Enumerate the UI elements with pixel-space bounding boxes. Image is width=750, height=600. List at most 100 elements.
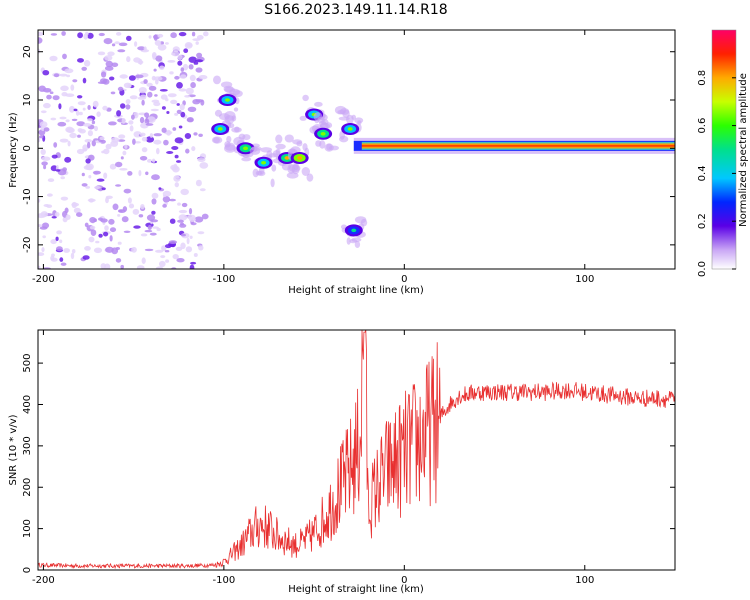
noise-dot (93, 247, 103, 254)
colorbar-tick-label: 0.0 (697, 261, 708, 277)
snr-ylabel: SNR (10 * v/v) (8, 414, 19, 485)
noise-dot (154, 94, 158, 97)
noise-dot (119, 74, 128, 79)
noise-dot (61, 31, 66, 36)
noise-dot (104, 55, 113, 61)
signal-blob (284, 134, 314, 182)
noise-dot (123, 230, 131, 233)
blob-peak (243, 146, 249, 151)
noise-dot (144, 248, 154, 252)
noise-dot (164, 42, 169, 45)
signal-blob (340, 216, 368, 248)
snr-content (38, 330, 675, 570)
noise-dot (140, 132, 146, 137)
noise-dot (151, 174, 160, 181)
noise-dot (192, 99, 201, 105)
noise-dot (117, 241, 122, 245)
noise-dot (73, 108, 78, 112)
noise-dot (41, 222, 50, 229)
noise-dot (186, 43, 193, 47)
noise-dot (192, 38, 201, 41)
blob-halo (349, 239, 358, 244)
noise-dot (89, 217, 97, 223)
noise-dot (150, 219, 159, 223)
noise-dot (83, 33, 88, 40)
noise-dot (125, 99, 131, 105)
noise-dot (169, 218, 176, 224)
noise-dot (137, 46, 146, 51)
noise-dot (177, 54, 183, 61)
noise-dot (176, 103, 180, 106)
colorbar-tick-label: 0.8 (697, 70, 708, 86)
noise-dot (197, 157, 206, 163)
blob-halo (301, 167, 310, 176)
blob-peak (217, 127, 223, 131)
noise-dot (138, 87, 147, 94)
noise-dot (171, 146, 179, 150)
noise-dot (112, 203, 119, 211)
noise-dot (84, 139, 92, 143)
x-tick-label: -100 (213, 274, 236, 285)
blob-peak (351, 228, 357, 233)
noise-dot (176, 258, 185, 263)
noise-dot (65, 93, 75, 97)
signal-blob (309, 112, 339, 152)
noise-dot (116, 110, 122, 117)
noise-dot (175, 246, 183, 251)
x-tick-label: 100 (575, 274, 594, 285)
noise-dot (116, 32, 122, 36)
noise-dot (161, 106, 166, 110)
noise-dot (152, 226, 159, 229)
noise-dot (55, 236, 59, 241)
noise-dot (85, 163, 94, 171)
noise-dot (82, 144, 89, 151)
noise-dot (151, 75, 156, 81)
blob-halo (302, 94, 309, 102)
blob-halo (325, 122, 333, 129)
noise-dot (78, 111, 83, 116)
noise-dot (39, 121, 48, 128)
noise-dot (180, 74, 187, 79)
noise-dot (170, 99, 178, 105)
noise-dot (53, 142, 58, 148)
blob-halo (291, 164, 300, 175)
noise-dot (151, 99, 160, 103)
blob-halo (241, 157, 252, 162)
noise-dot (180, 67, 185, 72)
blob-halo (354, 241, 361, 248)
noise-dot (103, 172, 108, 179)
figure-title: S166.2023.149.11.14.R18 (264, 2, 447, 18)
y-tick-label: -10 (22, 188, 33, 204)
noise-dot (172, 254, 179, 260)
noise-dot (65, 119, 70, 123)
noise-dot (132, 208, 140, 215)
noise-dot (168, 198, 176, 202)
noise-dot (38, 198, 41, 203)
noise-dot (107, 51, 115, 57)
colorbar: 0.0 0.2 0.4 0.6 0.8 Normalized spectral ampl… (697, 29, 749, 277)
noise-dot (181, 202, 188, 208)
blob-peak (297, 156, 303, 160)
noise-dot (103, 38, 113, 45)
noise-dot (46, 94, 52, 100)
noise-dot (154, 40, 162, 46)
noise-dot (141, 147, 148, 153)
blob-halo (275, 143, 286, 150)
noise-dot (201, 213, 209, 220)
blob-halo (242, 134, 251, 141)
noise-dot (70, 252, 75, 260)
noise-dot (156, 227, 161, 232)
noise-dot (139, 116, 145, 124)
noise-dot (105, 143, 112, 150)
snr-axes: -200 -100 0 100 0 100 200 300 400 500 (22, 330, 675, 586)
noise-dot (50, 255, 55, 261)
blob-halo (232, 90, 243, 98)
noise-dot (63, 248, 70, 253)
noise-dot (51, 216, 57, 219)
noise-dot (46, 204, 53, 208)
noise-dot (115, 258, 122, 263)
noise-dot (118, 209, 123, 212)
noise-dot (159, 260, 166, 268)
signal-band (353, 137, 675, 154)
noise-dot (56, 246, 63, 252)
